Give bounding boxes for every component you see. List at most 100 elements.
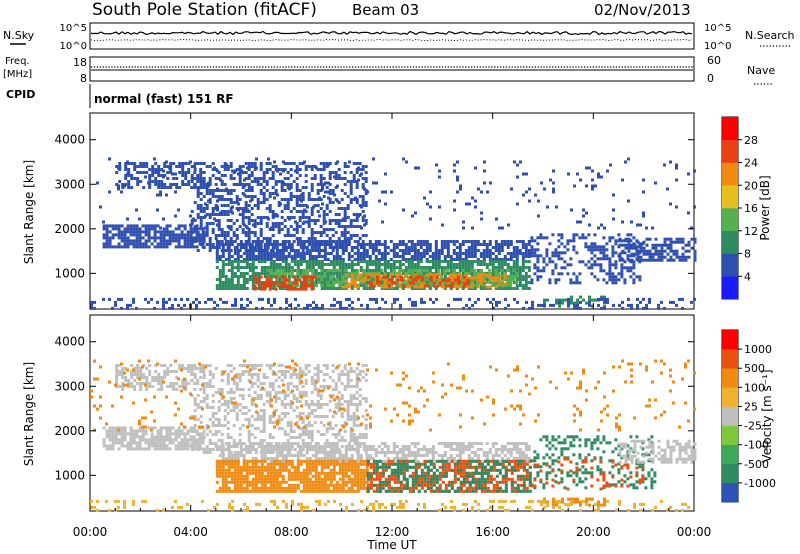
- power-cell: [157, 180, 161, 183]
- power-cell: [645, 258, 649, 262]
- velocity-cell: [166, 367, 170, 370]
- velocity-cell: [217, 424, 221, 427]
- power-cell: [669, 246, 673, 250]
- power-cell: [295, 222, 299, 225]
- power-cell: [491, 252, 495, 255]
- power-cell: [322, 165, 326, 168]
- power-cell: [479, 282, 483, 286]
- power-cell: [464, 240, 468, 243]
- power-cell: [193, 240, 197, 243]
- power-cell: [626, 233, 630, 237]
- velocity-cell: [310, 436, 314, 439]
- power-cell: [473, 281, 477, 284]
- velocity-cell: [165, 444, 169, 448]
- power-cell: [190, 186, 194, 189]
- power-cell: [542, 260, 546, 264]
- power-cell: [524, 266, 528, 269]
- power-cell: [202, 234, 206, 237]
- power-cell: [332, 272, 336, 275]
- velocity-cell: [244, 445, 248, 448]
- power-cell: [228, 226, 231, 230]
- power-cell: [296, 271, 300, 275]
- power-cell: [171, 233, 175, 237]
- power-cell: [413, 266, 417, 269]
- power-cell: [292, 240, 296, 243]
- velocity-cell: [186, 429, 190, 433]
- power-cell: [144, 175, 147, 179]
- power-cell: [554, 254, 558, 258]
- power-cell: [271, 192, 275, 195]
- power-cell: [244, 177, 248, 180]
- power-cell: [371, 243, 375, 246]
- power-cell: [275, 255, 279, 258]
- power-cell: [263, 258, 267, 261]
- power-cell: [151, 174, 155, 177]
- velocity-cell: [196, 418, 200, 421]
- power-cell: [266, 255, 270, 258]
- power-cell: [341, 280, 345, 284]
- power-cell: [341, 243, 345, 246]
- power-cell: [437, 263, 441, 266]
- velocity-cell: [337, 376, 341, 379]
- velocity-cell: [153, 441, 157, 445]
- power-cell: [268, 240, 272, 243]
- velocity-cell: [186, 447, 190, 451]
- power-cell: [375, 281, 379, 285]
- power-cell: [413, 273, 417, 277]
- power-cell: [467, 266, 471, 269]
- power-cell: [215, 252, 219, 255]
- velocity-cell: [178, 367, 182, 370]
- power-cell: [401, 276, 405, 280]
- power-cell: [220, 210, 224, 213]
- power-cell: [310, 213, 314, 216]
- power-cell: [217, 243, 221, 246]
- power-cell: [285, 306, 288, 310]
- power-cell: [362, 271, 366, 275]
- power-cell: [350, 279, 354, 283]
- velocity-cell: [352, 412, 356, 415]
- power-cell: [299, 258, 303, 261]
- power-cell: [184, 174, 188, 177]
- power-cell: [278, 278, 282, 281]
- power-cell: [663, 240, 667, 244]
- power-cell: [344, 263, 348, 266]
- velocity-cell: [205, 364, 209, 367]
- velocity-cell: [250, 376, 254, 379]
- power-cell: [218, 287, 222, 290]
- power-cell: [298, 162, 302, 165]
- velocity-cell: [274, 442, 278, 445]
- power-cell: [452, 243, 456, 246]
- velocity-cell: [211, 394, 215, 397]
- power-cell: [138, 236, 142, 240]
- power-cell: [392, 260, 396, 263]
- velocity-cell: [250, 385, 254, 388]
- power-cell: [446, 282, 450, 286]
- power-cell: [281, 268, 285, 272]
- power-cell: [527, 260, 531, 263]
- power-cell: [387, 278, 391, 282]
- power-cell: [318, 196, 321, 200]
- power-cell: [274, 225, 278, 228]
- power-cell: [160, 180, 164, 183]
- velocity-cell: [120, 435, 124, 439]
- velocity-cell: [135, 429, 139, 433]
- power-cell: [389, 258, 393, 261]
- power-cell: [317, 272, 321, 275]
- velocity-cell: [217, 388, 221, 391]
- power-cell: [587, 266, 591, 270]
- velocity-cell: [298, 448, 302, 451]
- power-cell: [250, 213, 254, 216]
- power-cell: [204, 214, 207, 218]
- power-cell: [241, 165, 245, 168]
- power-cell: [678, 237, 682, 241]
- power-cell: [280, 216, 284, 219]
- power-cell: [467, 276, 471, 280]
- power-cell: [428, 249, 432, 252]
- power-cell: [301, 195, 305, 198]
- power-cell: [500, 272, 504, 275]
- power-cell: [425, 258, 429, 261]
- power-cell: [494, 266, 498, 269]
- power-cell: [515, 280, 519, 284]
- power-cell: [213, 217, 216, 221]
- velocity-cell: [289, 367, 293, 370]
